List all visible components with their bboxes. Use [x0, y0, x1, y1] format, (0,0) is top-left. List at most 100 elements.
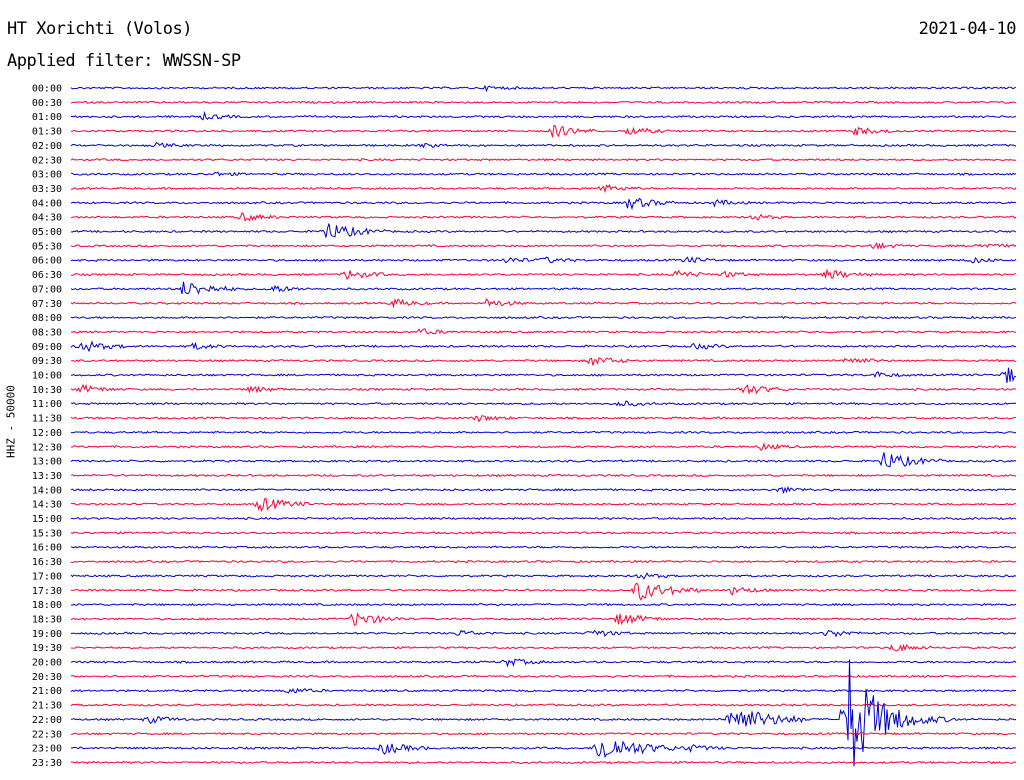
row-label-1300: 13:00 [32, 457, 62, 468]
row-label-1200: 12:00 [32, 428, 62, 439]
row-label-2100: 21:00 [32, 686, 62, 697]
row-label-0300: 03:00 [32, 170, 62, 181]
trace-0800 [70, 315, 1017, 320]
row-label-2330: 23:30 [32, 758, 62, 769]
trace-0400 [70, 197, 1017, 211]
trace-0530 [70, 241, 1017, 251]
trace-0700 [70, 281, 1017, 295]
trace-1400 [70, 486, 1017, 495]
trace-1500 [70, 516, 1017, 521]
trace-2000 [70, 658, 1017, 668]
trace-0630 [70, 268, 1017, 280]
row-label-0330: 03:30 [32, 184, 62, 195]
row-label-0500: 05:00 [32, 227, 62, 238]
row-label-1730: 17:30 [32, 586, 62, 597]
trace-0030 [70, 100, 1017, 105]
trace-2330 [70, 760, 1017, 765]
row-label-1700: 17:00 [32, 571, 62, 582]
trace-2130 [70, 703, 1017, 707]
trace-2300 [71, 740, 1017, 759]
row-label-0130: 01:30 [32, 127, 62, 138]
trace-1600 [70, 545, 1017, 549]
trace-2030 [70, 674, 1017, 679]
station-title: HT Xorichti (Volos) [7, 19, 192, 39]
row-label-1600: 16:00 [32, 543, 62, 554]
trace-0930 [70, 357, 1017, 366]
trace-0900 [70, 340, 1017, 353]
trace-1900 [70, 629, 1017, 638]
trace-1530 [70, 531, 1017, 535]
row-label-0730: 07:30 [32, 299, 62, 310]
row-label-2130: 21:30 [32, 701, 62, 712]
row-label-1330: 13:30 [32, 471, 62, 482]
row-label-0100: 01:00 [32, 112, 62, 123]
trace-0330 [70, 184, 1017, 194]
row-label-0930: 09:30 [32, 356, 62, 367]
trace-1700 [70, 572, 1017, 580]
trace-1100 [70, 400, 1017, 407]
trace-1000 [70, 367, 1017, 383]
trace-0300 [70, 171, 1017, 177]
trace-1930 [70, 643, 1017, 653]
trace-1300 [70, 452, 1017, 468]
row-label-1130: 11:30 [32, 414, 62, 425]
row-label-0630: 06:30 [32, 270, 62, 281]
row-label-0900: 09:00 [32, 342, 62, 353]
trace-1130 [70, 414, 1017, 423]
row-label-1430: 14:30 [32, 500, 62, 511]
row-label-0000: 00:00 [32, 84, 62, 95]
row-label-0200: 02:00 [32, 141, 62, 152]
row-label-1930: 19:30 [32, 643, 62, 654]
trace-1330 [70, 473, 1017, 478]
trace-0430 [70, 212, 1017, 222]
row-label-2200: 22:00 [32, 715, 62, 726]
trace-1830 [70, 611, 1017, 626]
row-label-2300: 23:00 [32, 744, 62, 755]
trace-1200 [70, 430, 1017, 435]
trace-0100 [70, 110, 1017, 121]
record-date: 2021-04-10 [918, 19, 1017, 39]
trace-2230 [70, 731, 1017, 736]
row-label-1100: 11:00 [32, 399, 62, 410]
trace-0830 [70, 328, 1017, 335]
row-label-0830: 08:30 [32, 327, 62, 338]
row-label-1400: 14:00 [32, 485, 62, 496]
trace-1630 [70, 559, 1017, 564]
trace-0000 [70, 84, 1017, 93]
row-label-0030: 00:30 [32, 98, 62, 109]
trace-2200 [70, 659, 1017, 767]
row-label-0230: 02:30 [32, 155, 62, 166]
applied-filter-label: Applied filter: WWSSN-SP [7, 51, 241, 71]
row-label-1230: 12:30 [32, 442, 62, 453]
row-label-1500: 15:00 [32, 514, 62, 525]
trace-2100 [70, 687, 1017, 694]
trace-1230 [70, 442, 1017, 452]
row-label-0530: 05:30 [32, 241, 62, 252]
row-label-2030: 20:30 [32, 672, 62, 683]
row-label-0430: 04:30 [32, 213, 62, 224]
trace-0130 [70, 124, 1017, 138]
trace-0200 [70, 142, 1017, 149]
row-label-0800: 08:00 [32, 313, 62, 324]
row-label-0400: 04:00 [32, 198, 62, 209]
trace-0230 [70, 158, 1017, 162]
trace-0500 [70, 223, 1017, 238]
row-label-2230: 22:30 [32, 729, 62, 740]
trace-1030 [70, 383, 1017, 395]
trace-1800 [70, 602, 1017, 607]
trace-1430 [70, 497, 1017, 512]
row-label-1830: 18:30 [32, 614, 62, 625]
trace-1730 [70, 582, 1017, 601]
trace-0730 [70, 297, 1017, 309]
row-label-2000: 20:00 [32, 658, 62, 669]
trace-0600 [70, 256, 1017, 264]
row-label-1000: 10:00 [32, 371, 62, 382]
row-label-1030: 10:30 [32, 385, 62, 396]
row-label-0600: 06:00 [32, 256, 62, 267]
row-label-1800: 18:00 [32, 600, 62, 611]
row-label-1900: 19:00 [32, 629, 62, 640]
row-label-1530: 15:30 [32, 528, 62, 539]
row-label-1630: 16:30 [32, 557, 62, 568]
row-label-0700: 07:00 [32, 284, 62, 295]
